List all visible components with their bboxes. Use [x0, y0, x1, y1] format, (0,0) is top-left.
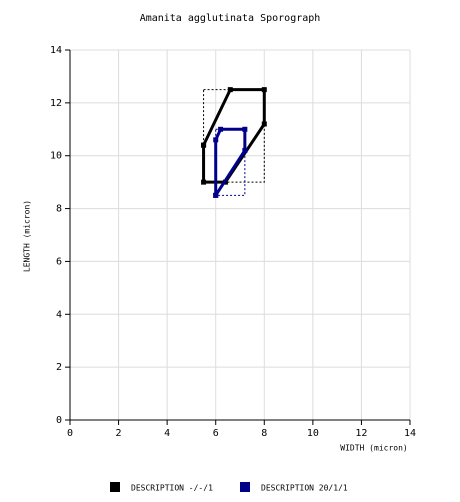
chart-title: Amanita agglutinata Sporograph [140, 13, 321, 24]
vertex-marker [213, 137, 219, 143]
y-tick-label: 0 [56, 415, 62, 426]
vertex-marker [261, 87, 267, 93]
vertex-marker [213, 192, 219, 198]
y-tick-label: 12 [50, 98, 62, 109]
x-tick-label: 14 [404, 428, 416, 439]
vertex-marker [261, 121, 267, 127]
y-axis-label: LENGTH (micron) [23, 200, 32, 272]
x-tick-label: 6 [213, 428, 219, 439]
spore-outline [214, 127, 247, 197]
y-tick-label: 4 [56, 309, 62, 320]
legend-label: DESCRIPTION -/-/1 [131, 484, 213, 493]
y-tick-label: 6 [56, 256, 62, 267]
x-tick-label: 8 [261, 428, 267, 439]
vertex-marker [218, 126, 224, 132]
x-tick-label: 4 [164, 428, 170, 439]
x-tick-label: 2 [116, 428, 122, 439]
x-tick-label: 0 [67, 428, 73, 439]
vertex-marker [201, 179, 207, 185]
legend-label: DESCRIPTION 20/1/1 [261, 484, 348, 493]
vertex-marker [242, 126, 248, 132]
x-tick-label: 12 [355, 428, 367, 439]
y-tick-label: 10 [50, 151, 62, 162]
y-tick-label: 14 [50, 45, 62, 56]
vertex-marker [242, 147, 248, 153]
x-tick-label: 10 [307, 428, 319, 439]
legend-swatch [110, 482, 120, 492]
x-axis-label: WIDTH (micron) [340, 444, 407, 453]
vertex-marker [227, 87, 233, 93]
y-tick-label: 8 [56, 204, 62, 215]
vertex-marker [201, 142, 207, 148]
range-box [203, 89, 265, 183]
legend-swatch [240, 482, 250, 492]
y-tick-label: 2 [56, 362, 62, 373]
